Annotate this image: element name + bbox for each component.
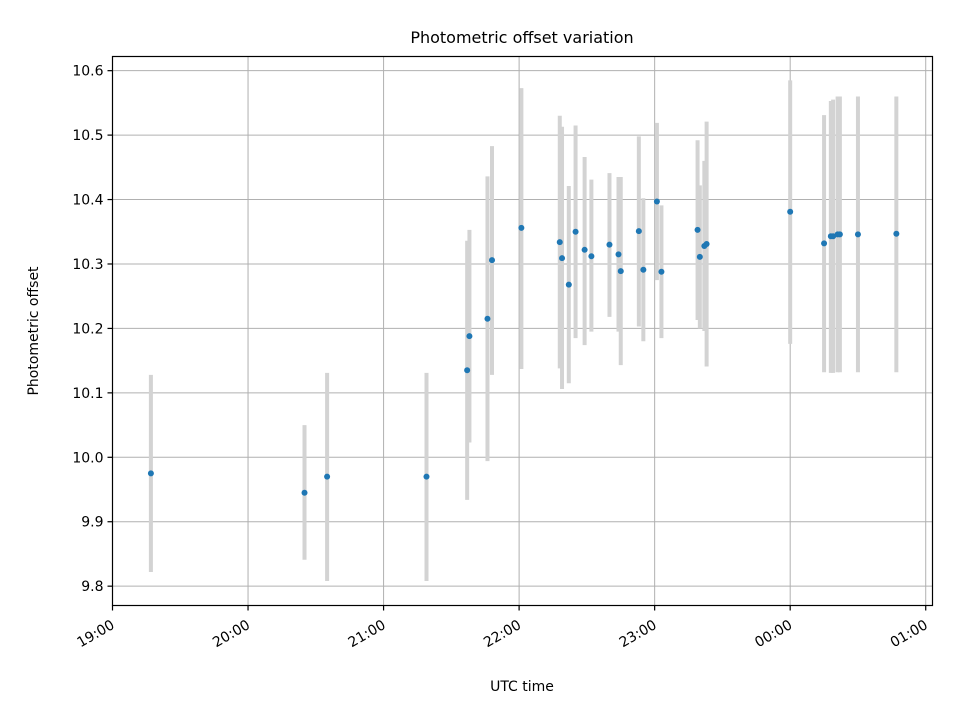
data-point xyxy=(696,253,703,260)
data-point xyxy=(565,281,572,288)
data-point xyxy=(787,208,794,215)
x-tick-label: 00:00 xyxy=(752,617,795,651)
y-tick-label: 10.2 xyxy=(72,321,103,337)
x-tick-label: 01:00 xyxy=(888,617,931,651)
data-point xyxy=(324,473,331,480)
y-tick-label: 10.3 xyxy=(72,257,103,273)
data-point xyxy=(301,489,308,496)
chart-title: Photometric offset variation xyxy=(410,28,633,47)
data-point xyxy=(635,228,642,235)
x-tick-label: 20:00 xyxy=(210,617,253,651)
data-point xyxy=(556,239,563,246)
y-tick-label: 10.5 xyxy=(72,128,103,144)
data-point xyxy=(484,315,491,322)
x-axis-label: UTC time xyxy=(490,679,554,695)
data-point xyxy=(617,268,624,275)
data-point xyxy=(581,246,588,253)
data-point xyxy=(466,333,473,340)
data-point xyxy=(423,473,430,480)
y-tick-label: 10.1 xyxy=(72,386,103,402)
y-tick-label: 9.8 xyxy=(81,579,103,595)
data-point xyxy=(703,241,710,248)
y-axis-ticks: 9.8 9.9 10.0 10.1 10.2 10.3 10.4 10.5 10.6 xyxy=(72,64,113,595)
data-point xyxy=(559,255,566,262)
data-point xyxy=(464,367,471,374)
y-tick-label: 10.6 xyxy=(72,64,103,80)
x-tick-label: 23:00 xyxy=(617,617,660,651)
data-point xyxy=(615,251,622,258)
y-axis-label: Photometric offset xyxy=(26,266,42,396)
data-point xyxy=(147,470,154,477)
data-point xyxy=(830,233,837,240)
data-point xyxy=(606,241,613,248)
error-bars xyxy=(148,80,899,582)
data-point xyxy=(821,240,828,247)
y-tick-label: 10.0 xyxy=(72,450,103,466)
plot-frame xyxy=(111,55,934,607)
data-point xyxy=(588,253,595,260)
y-tick-label: 9.9 xyxy=(81,515,103,531)
data-point xyxy=(518,224,525,231)
data-point xyxy=(893,230,900,237)
x-tick-label: 19:00 xyxy=(75,617,118,651)
x-tick-label: 22:00 xyxy=(481,617,524,651)
data-point xyxy=(489,257,496,264)
data-point xyxy=(854,231,861,238)
y-tick-label: 10.4 xyxy=(72,193,103,209)
data-point xyxy=(572,228,579,235)
data-points xyxy=(147,198,900,496)
data-point xyxy=(658,268,665,275)
data-point xyxy=(694,226,701,233)
data-point xyxy=(640,266,647,273)
data-point xyxy=(836,231,843,238)
x-axis-ticks: 19:00 20:00 21:00 22:00 23:00 00:00 01:00 xyxy=(75,605,931,651)
x-tick-label: 21:00 xyxy=(346,617,389,651)
data-point xyxy=(653,198,660,205)
